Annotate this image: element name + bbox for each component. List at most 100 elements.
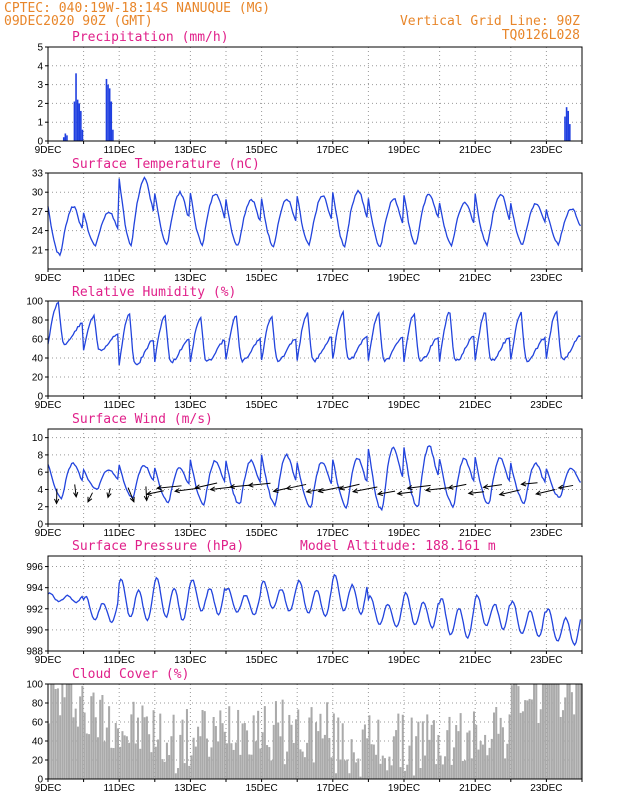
cloud-bar (464, 760, 467, 779)
cloud-bar (188, 765, 191, 779)
cloud-bar (112, 748, 115, 779)
cloud-bar (510, 685, 513, 779)
y-tick-label: 992 (26, 604, 43, 615)
cloud-bar (274, 701, 277, 779)
cloud-bar (306, 742, 309, 779)
panel-1: 9DEC 11DEC 13DEC 15DEC 17DEC 19DEC 21DEC 23DEC 2… (32, 169, 583, 284)
cloud-bar (219, 710, 222, 779)
cloud-bar (154, 746, 157, 779)
cloud-bar (444, 756, 447, 779)
wind-arrow-shaft (127, 487, 135, 502)
x-tick-label: 15DEC (245, 655, 277, 666)
cloud-bar (70, 684, 73, 779)
cloud-bar (366, 738, 369, 779)
x-tick-label: 19DEC (388, 400, 420, 411)
cloud-bar (350, 739, 353, 779)
cloud-bar (181, 719, 184, 779)
x-tick-label: 17DEC (317, 655, 349, 666)
cloud-bar (477, 749, 480, 779)
cloud-bar (575, 684, 578, 779)
y-tick-label: 100 (26, 680, 43, 691)
cloud-bar (537, 722, 540, 779)
cloud-bar (83, 712, 86, 779)
wind-arrow-head (305, 488, 312, 494)
y-tick-label: 4 (37, 61, 43, 72)
cloud-bar (288, 714, 291, 779)
header-line1: CPTEC: 040:19W-18:14S NANUQUE (MG) (4, 1, 270, 16)
cloud-bar (459, 713, 462, 779)
cloud-bar (372, 744, 375, 779)
cloud-bar (452, 747, 455, 779)
panel-title-pressure: Surface Pressure (hPa) (72, 539, 244, 554)
wind-arrow-head (229, 484, 236, 490)
cloud-bar (114, 723, 117, 779)
cloud-bar (466, 732, 469, 779)
cloud-bar (108, 706, 111, 779)
y-tick-label: 30 (32, 188, 44, 199)
cloud-bar (74, 708, 77, 779)
x-tick-label: 9DEC (35, 528, 62, 539)
cloud-bar (426, 714, 429, 779)
x-tick-label: 17DEC (317, 783, 349, 794)
cloud-bar (312, 762, 315, 779)
wind-arrow-head (317, 488, 324, 494)
panel-title-humidity: Relative Humidity (%) (72, 285, 236, 300)
cloud-bar (145, 716, 148, 779)
cloud-bar (85, 733, 88, 779)
wind-arrow-head (285, 485, 292, 491)
cloud-bar (430, 724, 433, 779)
wind-arrow-shaft (157, 485, 182, 489)
cloud-bar (299, 749, 302, 779)
cloud-bar (392, 736, 395, 779)
wind-arrow-shaft (521, 482, 538, 485)
y-tick-label: 33 (32, 169, 44, 180)
cloud-bar (50, 684, 53, 779)
cloud-bar (130, 714, 133, 779)
model-altitude-annotation: Model Altitude: 188.161 m (300, 539, 496, 554)
cloud-bar (568, 684, 571, 779)
wind-arrow-shaft (175, 487, 200, 492)
cloud-bar (168, 755, 171, 779)
cloud-bar (292, 742, 295, 779)
cloud-bar (504, 758, 507, 779)
cloud-bar (96, 737, 99, 779)
x-tick-label: 13DEC (174, 783, 206, 794)
wind-arrow-head (156, 485, 163, 491)
cloud-bar (239, 754, 242, 779)
x-tick-label: 9DEC (35, 400, 62, 411)
cloud-bar (52, 684, 55, 779)
cloud-bar (455, 725, 458, 779)
x-tick-label: 21DEC (459, 273, 491, 284)
wind-arrow-head (424, 487, 431, 493)
cloud-bar (397, 713, 400, 779)
x-tick-label: 13DEC (174, 400, 206, 411)
cloud-bar (221, 723, 224, 779)
cloud-bar (272, 724, 275, 779)
wind-arrow-head (247, 482, 254, 488)
cloud-bar (268, 747, 271, 779)
cloud-bar (121, 731, 124, 779)
cloud-bar (139, 748, 142, 779)
series-line (47, 445, 582, 512)
cloud-bar (370, 744, 373, 779)
cloud-bar (381, 755, 384, 779)
cloud-bar (495, 707, 498, 779)
y-tick-label: 0 (37, 137, 43, 148)
wind-arrow-shaft (318, 486, 342, 492)
cloud-bar (337, 717, 340, 779)
x-tick-label: 19DEC (388, 145, 420, 156)
cloud-bar (343, 760, 346, 779)
cloud-bar (566, 684, 569, 779)
y-tick-label: 6 (37, 468, 43, 479)
series-line (47, 301, 581, 366)
x-tick-label: 11DEC (103, 655, 135, 666)
y-tick-label: 3 (37, 80, 43, 91)
cloud-bar (48, 723, 51, 779)
x-tick-label: 13DEC (174, 273, 206, 284)
cloud-bar (125, 736, 128, 779)
cloud-bar (161, 759, 164, 779)
wind-arrow-head (498, 491, 505, 497)
cloud-bar (157, 739, 160, 779)
wind-arrow-head (129, 496, 135, 503)
x-tick-label: 11DEC (103, 145, 135, 156)
